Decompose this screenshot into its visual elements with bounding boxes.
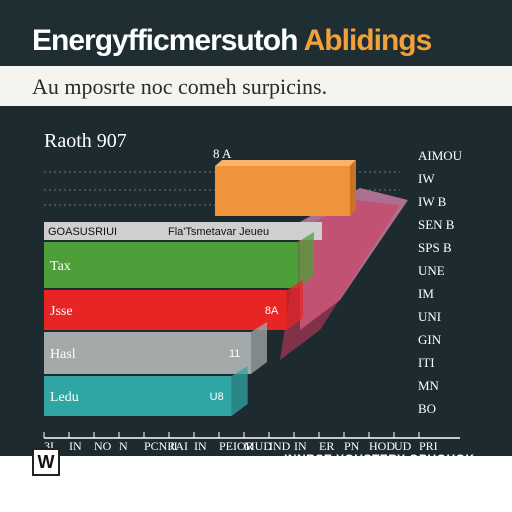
x-tick-label: IN <box>194 439 207 453</box>
bar-value-label: 8A <box>265 305 279 317</box>
x-tick-label: IND <box>269 439 291 453</box>
x-tick-label: 3I <box>44 439 54 453</box>
bar-category-label: Jsse <box>50 304 73 319</box>
bar-chart: GOASUSRIUI Fla'Tsmetavar Jeueu Tax Jsse 8A Ha… <box>43 148 463 453</box>
bar-category-label: Ledu <box>50 390 79 405</box>
x-tick-label: JI <box>169 439 178 453</box>
title-bar: Energyfficmersutoh Ablidings <box>0 0 512 66</box>
x-tick-label: PN <box>344 439 360 453</box>
right-axis-label: SEN B <box>418 217 455 232</box>
right-axis-label: IM <box>418 286 434 301</box>
right-axis-labels: AIMOU IW IW B SEN B SPS B UNE IM UNI GIN ITI MN BO <box>418 148 463 416</box>
header-band <box>44 222 322 240</box>
bar-category-label: Hasl <box>50 347 76 362</box>
x-tick-label: UD <box>394 439 412 453</box>
bar-category-label: Tax <box>50 259 71 274</box>
x-tick-label: PCNRAI <box>144 439 188 453</box>
bar <box>44 242 298 288</box>
x-tick-label: IN <box>69 439 82 453</box>
bar-value-label: U8 <box>210 391 224 403</box>
right-axis-label: UNE <box>418 263 445 278</box>
header-left-label: GOASUSRIUI <box>48 226 117 238</box>
x-tick-label: MUD <box>244 439 272 453</box>
x-tick-label: NO <box>94 439 112 453</box>
right-axis-label: IW B <box>418 194 447 209</box>
x-tick-label: PEIOR <box>219 439 254 453</box>
right-axis-label: IW <box>418 171 435 186</box>
x-tick-label: IN <box>294 439 307 453</box>
page-subtitle: Au mposrte noc comeh surpicins. <box>32 74 328 99</box>
subtitle-bar: Au mposrte noc comeh surpicins. <box>0 66 512 106</box>
right-axis-label: MN <box>418 378 440 393</box>
right-axis-label: AIMOU <box>418 148 463 163</box>
highlight-bar <box>215 166 350 216</box>
x-tick-label: HOD <box>369 439 395 453</box>
bars-layer: GOASUSRIUI Fla'Tsmetavar Jeueu Tax Jsse 8A Ha… <box>44 160 408 416</box>
logo-icon: W <box>32 448 60 476</box>
header-right-label: Fla'Tsmetavar Jeueu <box>168 226 269 238</box>
bar-value-label: 11 <box>229 348 240 360</box>
highlight-bar-top <box>215 160 356 166</box>
bar <box>44 332 251 374</box>
right-axis-label: SPS B <box>418 240 452 255</box>
page-title-part2: Ablidings <box>303 24 433 57</box>
footer-right-text: INNRSE YOUSTERY OPUOHOK <box>284 452 475 466</box>
right-axis-label: UNI <box>418 309 441 324</box>
bar-side <box>251 322 267 374</box>
chart-title: Raoth 907 <box>44 130 127 152</box>
corner-label-small: 8 A <box>213 146 232 161</box>
x-tick-label: ER <box>319 439 334 453</box>
bar-side <box>231 366 248 416</box>
page-title: Energyfficmersutoh Ablidings <box>32 24 433 58</box>
bar <box>44 290 287 330</box>
highlight-bar-side <box>350 160 356 216</box>
bar-side <box>286 280 303 330</box>
right-axis-label: GIN <box>418 332 442 347</box>
x-tick-label: N <box>119 439 128 453</box>
footer <box>0 456 512 512</box>
x-tick-label: PRI <box>419 439 438 453</box>
bar-side <box>297 232 314 288</box>
page-title-part1: Energyfficmersutoh <box>32 24 298 57</box>
right-axis-label: ITI <box>418 355 435 370</box>
right-axis-label: BO <box>418 401 436 416</box>
bar <box>44 376 232 416</box>
